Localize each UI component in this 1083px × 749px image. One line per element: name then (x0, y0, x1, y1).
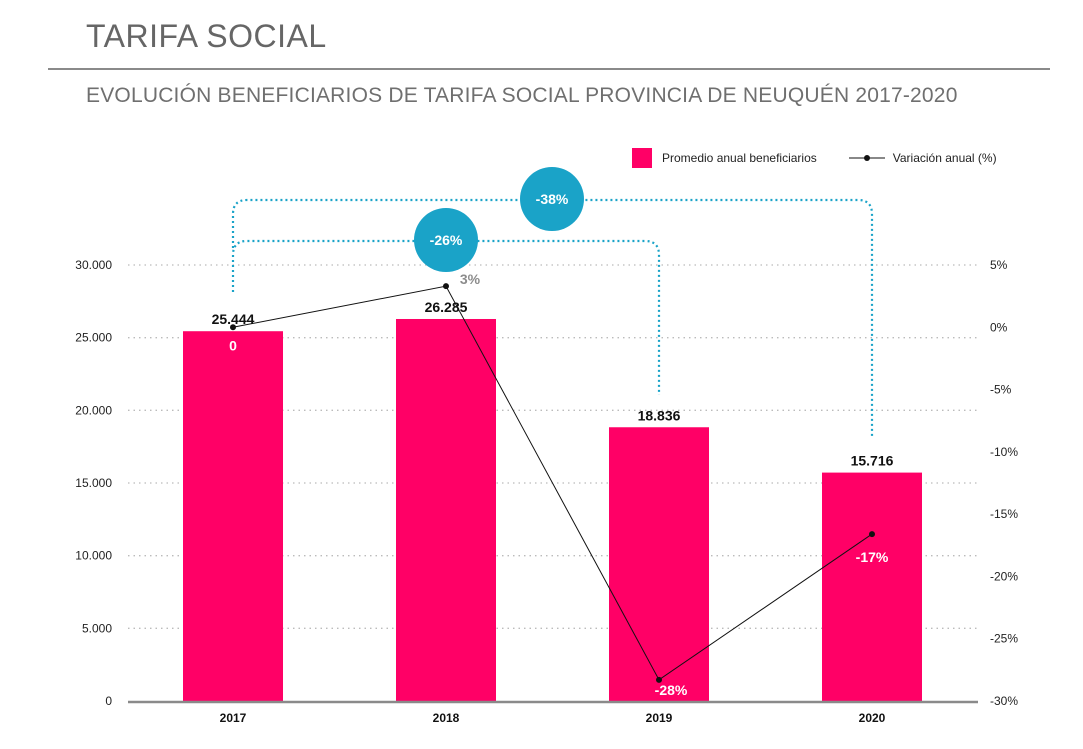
title-divider (48, 68, 1050, 70)
variation-label: 3% (460, 271, 481, 287)
variation-label: -28% (655, 682, 688, 698)
x-tick-label: 2020 (859, 711, 886, 725)
annotation-label: -26% (430, 232, 463, 248)
chart-legend: Promedio anual beneficiarios Variación a… (632, 148, 1029, 168)
y-left-tick-label: 10.000 (75, 549, 112, 563)
bar-value-label: 15.716 (851, 453, 894, 469)
legend-bar-swatch (632, 148, 652, 168)
variation-label: -17% (856, 549, 889, 565)
y-left-tick-label: 30.000 (75, 258, 112, 272)
page-title: TARIFA SOCIAL (86, 18, 327, 54)
variation-point (443, 283, 449, 290)
annotation-bubble (520, 167, 584, 231)
legend-item-bars: Promedio anual beneficiarios (632, 148, 817, 168)
y-right-tick-label: -25% (990, 632, 1018, 646)
y-right-tick-label: 5% (990, 258, 1008, 272)
bar-value-label: 25.444 (212, 311, 255, 327)
y-right-tick-label: -5% (990, 383, 1012, 397)
legend-item-line: Variación anual (%) (848, 151, 997, 165)
annotation-bubble (414, 208, 478, 272)
variation-label: 0 (229, 337, 237, 353)
x-tick-label: 2019 (646, 711, 673, 725)
bar (609, 427, 709, 701)
y-right-tick-label: -10% (990, 445, 1018, 459)
legend-line-swatch (848, 155, 885, 161)
variation-point (869, 531, 875, 538)
y-right-tick-label: -20% (990, 569, 1018, 583)
y-left-tick-label: 5.000 (82, 621, 112, 635)
bar (183, 331, 283, 701)
annotation-label: -38% (536, 191, 569, 207)
y-right-tick-label: -15% (990, 507, 1018, 521)
y-left-tick-label: 0 (105, 694, 112, 708)
y-left-tick-label: 25.000 (75, 331, 112, 345)
variation-point (230, 324, 236, 331)
legend-bars-label: Promedio anual beneficiarios (662, 151, 817, 165)
y-right-tick-label: 0% (990, 320, 1008, 334)
y-left-tick-label: 15.000 (75, 476, 112, 490)
annotation-bracket (231, 198, 874, 438)
bar (822, 472, 922, 701)
y-right-tick-label: -30% (990, 694, 1018, 708)
bar (396, 318, 496, 701)
y-left-tick-label: 20.000 (75, 403, 112, 417)
variation-line (232, 285, 873, 681)
variation-point (656, 676, 662, 683)
x-tick-label: 2018 (433, 711, 460, 725)
x-tick-label: 2017 (220, 711, 247, 725)
bar-value-label: 26.285 (425, 299, 468, 315)
legend-line-label: Variación anual (%) (892, 151, 997, 165)
chart-title: EVOLUCIÓN BENEFICIARIOS DE TARIFA SOCIAL… (86, 84, 958, 107)
bar-value-label: 18.836 (638, 407, 681, 423)
